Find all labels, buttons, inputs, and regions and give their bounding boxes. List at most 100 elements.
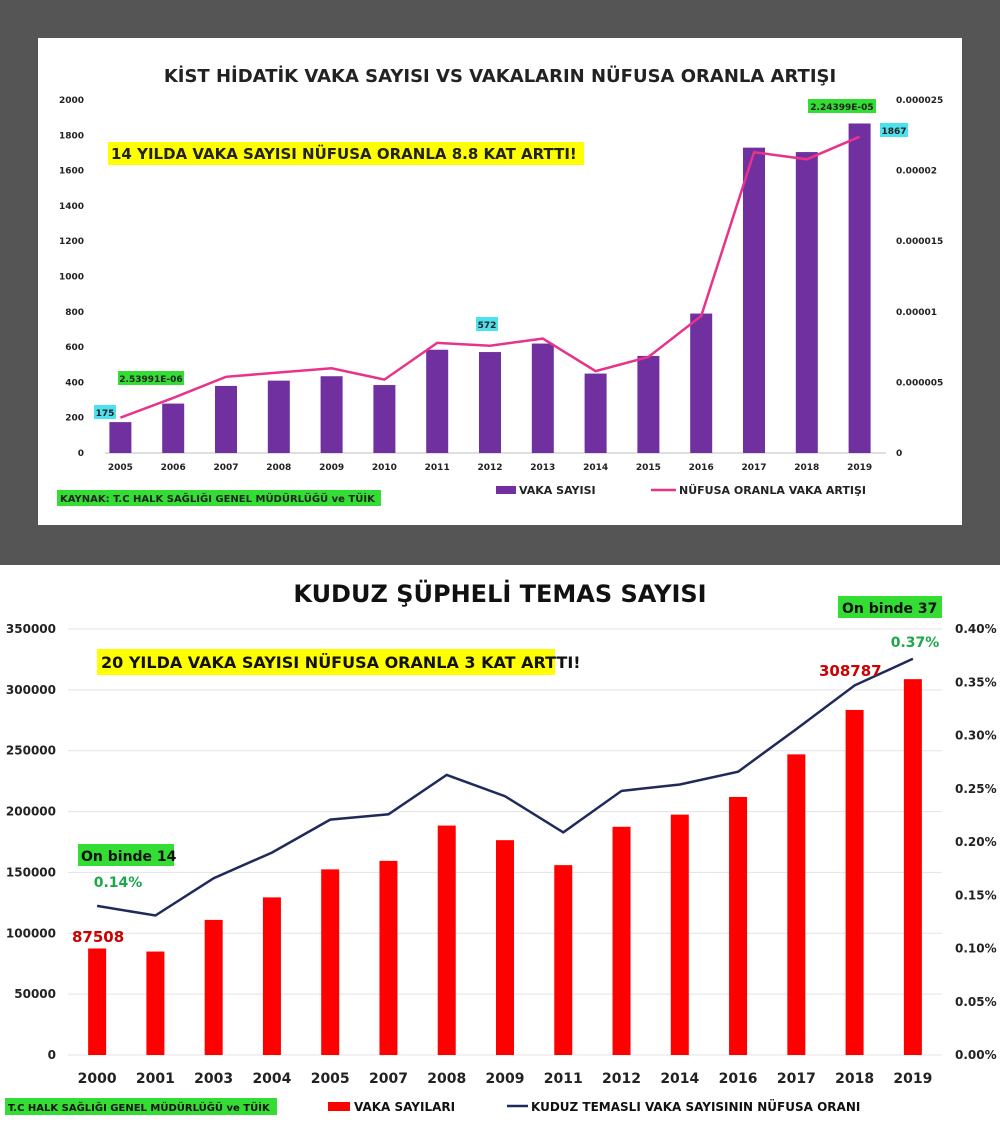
- chart1-label-last-rate: 2.24399E-05: [810, 103, 873, 113]
- chart2-y-tick-label: 50000: [14, 987, 56, 1001]
- chart1-y2-tick-label: 0.000005: [896, 378, 943, 388]
- chart2-x-tick-label: 2017: [777, 1071, 816, 1087]
- chart2-y2-tick-label: 0.30%: [955, 729, 997, 743]
- chart2-bar-2004: [262, 897, 281, 1055]
- chart1-rate-line: [119, 135, 861, 419]
- chart1-x-tick-label: 2010: [372, 463, 397, 473]
- chart1-bar-2015: [637, 355, 660, 453]
- chart2-bar-2008: [437, 825, 456, 1055]
- chart1-legend-line-label: NÜFUSA ORANLA VAKA ARTIŞI: [679, 483, 866, 497]
- chart1-y2-tick-label: 0: [896, 449, 902, 459]
- chart1-y-tick-label: 200: [65, 414, 84, 424]
- chart1-x-axis: 2005 2006 2007 2008 2009 2010 2011 2012 2013 2014…: [108, 463, 872, 473]
- chart2-x-tick-label: 2000: [78, 1071, 117, 1087]
- chart1-title: KİST HİDATİK VAKA SAYISI VS VAKALARIN NÜ…: [164, 65, 836, 87]
- chart2-bars: [88, 679, 922, 1055]
- chart2-bar-2003: [204, 919, 223, 1055]
- chart1-x-tick-label: 2017: [741, 463, 766, 473]
- chart2-right-axis: 0.00% 0.05% 0.10% 0.15% 0.20% 0.25% 0.30% 0.35%…: [955, 622, 997, 1062]
- chart1-bar-2009: [320, 376, 343, 453]
- chart2-bar-2014: [670, 814, 689, 1055]
- chart2-panel: KUDUZ ŞÜPHELİ TEMAS SAYISI 0 50000 100000 1…: [0, 565, 1000, 1126]
- chart2-label-first-rate: 0.14%: [94, 875, 143, 891]
- chart2-y2-tick-label: 0.10%: [955, 942, 997, 956]
- chart1-bar-2017: [743, 147, 765, 453]
- chart1-left-axis: 0 200 400 600 800 1000 1200 1400 1600 1800 2000: [59, 96, 84, 459]
- chart1-y2-tick-label: 0.000015: [896, 237, 943, 247]
- chart1-bar-2006: [162, 403, 185, 453]
- chart2-x-tick-label: 2003: [194, 1071, 233, 1087]
- chart1-x-tick-label: 2013: [530, 463, 555, 473]
- chart2-x-tick-label: 2001: [136, 1071, 175, 1087]
- chart1-annotation-bg: [108, 142, 584, 165]
- chart2-annotation: 20 YILDA VAKA SAYISI NÜFUSA ORANLA 3 KAT…: [101, 653, 581, 672]
- chart2-source-bg: [5, 1098, 277, 1115]
- chart2-annotation-bg: [97, 649, 555, 675]
- chart1-x-tick-label: 2019: [847, 463, 872, 473]
- chart2-bar-2012: [612, 826, 631, 1055]
- chart1-x-tick-label: 2018: [794, 463, 819, 473]
- chart2-label-first-bar: 87508: [72, 928, 124, 946]
- chart1-y2-tick-label: 0.000025: [896, 96, 943, 106]
- chart2-bar-2005: [321, 869, 340, 1055]
- chart1-y-tick-label: 1600: [59, 167, 84, 177]
- chart1-legend-bar-label: VAKA SAYISI: [519, 484, 596, 497]
- chart1-bar-2016: [690, 313, 713, 453]
- chart1-bar-2018: [795, 152, 818, 453]
- chart2-rate-line: [96, 657, 914, 917]
- chart2-x-tick-label: 2011: [544, 1071, 583, 1087]
- chart1-x-tick-label: 2015: [636, 463, 661, 473]
- chart1-bar-2011: [426, 349, 449, 453]
- chart1-bar-2010: [373, 385, 396, 453]
- chart1-label-last-bar-bg: [880, 123, 908, 137]
- chart1-svg: KİST HİDATİK VAKA SAYISI VS VAKALARIN NÜ…: [57, 65, 943, 506]
- chart2-y-tick-label: 250000: [6, 744, 56, 758]
- chart1-y-tick-label: 1400: [59, 202, 84, 212]
- chart1-y-tick-label: 600: [65, 343, 84, 353]
- chart1-bars: [109, 123, 871, 454]
- chart2-x-tick-label: 2019: [893, 1071, 932, 1087]
- chart1-right-axis: 0 0.000005 0.00001 0.000015 0.00002 0.000025: [896, 96, 943, 459]
- chart1-bar-2005: [109, 422, 132, 453]
- chart1-x-tick-label: 2014: [583, 463, 608, 473]
- chart1-bar-2019: [848, 123, 871, 454]
- chart2-label-first-binde-bg: [78, 844, 174, 866]
- chart2-y2-tick-label: 0.40%: [955, 622, 997, 636]
- chart1-y2-tick-label: 0.00001: [896, 308, 937, 318]
- chart2-source: T.C HALK SAĞLIĞI GENEL MÜDÜRLÜĞÜ ve TÜİK: [8, 1100, 271, 1114]
- chart2-y-tick-label: 150000: [6, 865, 56, 879]
- chart2-x-axis: 2000 2001 2003 2004 2005 2007 2008 2009 2011 2012…: [78, 1071, 933, 1087]
- chart2-legend-bar-swatch: [328, 1102, 350, 1111]
- chart1-source-bg: [57, 490, 381, 506]
- chart2-bar-2011: [554, 865, 573, 1055]
- chart2-y2-tick-label: 0.05%: [955, 995, 997, 1009]
- chart2-x-tick-label: 2007: [369, 1071, 408, 1087]
- chart1-y-tick-label: 800: [65, 308, 84, 318]
- chart1-y-tick-label: 1000: [59, 273, 84, 283]
- chart1-label-first-rate: 2.53991E-06: [119, 375, 182, 385]
- chart2-left-axis: 0 50000 100000 150000 200000 250000 300000 3500…: [6, 622, 56, 1062]
- chart2-x-tick-label: 2014: [660, 1071, 699, 1087]
- chart2-bar-2000: [88, 948, 107, 1055]
- chart1-y-tick-label: 400: [65, 378, 84, 388]
- chart2-y2-tick-label: 0.35%: [955, 675, 997, 689]
- chart1-x-tick-label: 2009: [319, 463, 344, 473]
- chart1-label-first-bar-bg: [94, 405, 116, 419]
- chart1-bar-2013: [531, 343, 554, 453]
- chart1-legend-bar-swatch: [496, 486, 516, 494]
- chart2-title: KUDUZ ŞÜPHELİ TEMAS SAYISI: [293, 578, 706, 608]
- chart2-legend-bar-label: VAKA SAYILARI: [354, 1100, 455, 1114]
- chart2-y-tick-label: 300000: [6, 683, 56, 697]
- chart2-x-tick-label: 2009: [486, 1071, 525, 1087]
- chart1-x-tick-label: 2005: [108, 463, 133, 473]
- chart1-y-tick-label: 2000: [59, 96, 84, 106]
- chart1-bar-2012: [479, 352, 501, 453]
- chart2-bar-2001: [146, 951, 165, 1055]
- chart2-x-tick-label: 2004: [252, 1071, 291, 1087]
- chart2-y-tick-label: 350000: [6, 622, 56, 636]
- chart1-label-first-rate-bg: [118, 371, 184, 385]
- chart1-bar-2008: [267, 380, 290, 453]
- chart2-label-last-rate: 0.37%: [891, 635, 940, 651]
- chart1-bar-2014: [584, 373, 607, 453]
- chart1-y-tick-label: 0: [78, 449, 84, 459]
